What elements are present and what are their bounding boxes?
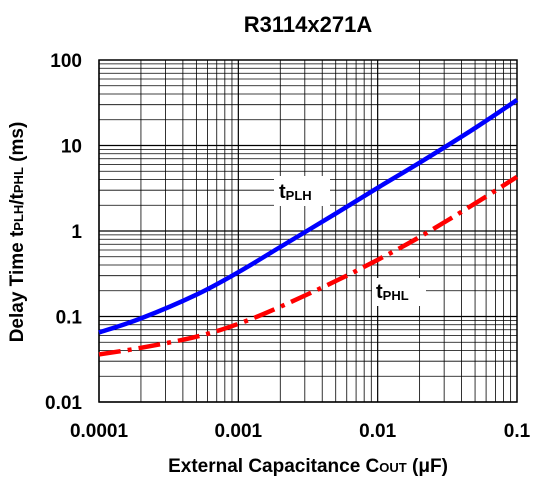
x-tick-labels: 0.0001 0.001 0.01 0.1 [70,421,531,442]
tplh-label-sub: PLH [286,188,312,203]
x-tick-label: 0.001 [215,421,263,442]
y-tick-label: 0.01 [45,393,82,414]
tphl-label-prefix: t [376,281,383,303]
svg-text:tPHL: tPHL [376,281,409,303]
x-tick-label: 0.1 [504,421,531,442]
chart-title: R3114x271A [244,12,373,37]
tphl-curve-label: tPHL [372,278,426,306]
series-line-tplh [98,98,519,335]
y-tick-label: 100 [50,51,82,72]
x-tick-label: 0.0001 [70,421,129,442]
tplh-curve-label: tPLH [274,176,330,206]
plot-frame [98,59,518,403]
y-tick-label: 1 [71,222,82,243]
svg-text:tPLH: tPLH [279,181,312,203]
y-axis-label: Delay Time tPLH/tPHL (ms) [7,122,28,343]
x-axis-label: External Capacitance COUT (μF) [168,456,448,477]
y-tick-label: 10 [61,137,82,158]
tplh-label-prefix: t [279,181,286,203]
y-tick-label: 0.1 [56,308,83,329]
series-layer [98,98,519,357]
x-tick-label: 0.01 [359,421,396,442]
tphl-label-sub: PHL [383,288,409,303]
y-tick-labels: 0.01 0.1 1 10 100 [45,51,82,414]
series-line-tphl [98,174,519,357]
